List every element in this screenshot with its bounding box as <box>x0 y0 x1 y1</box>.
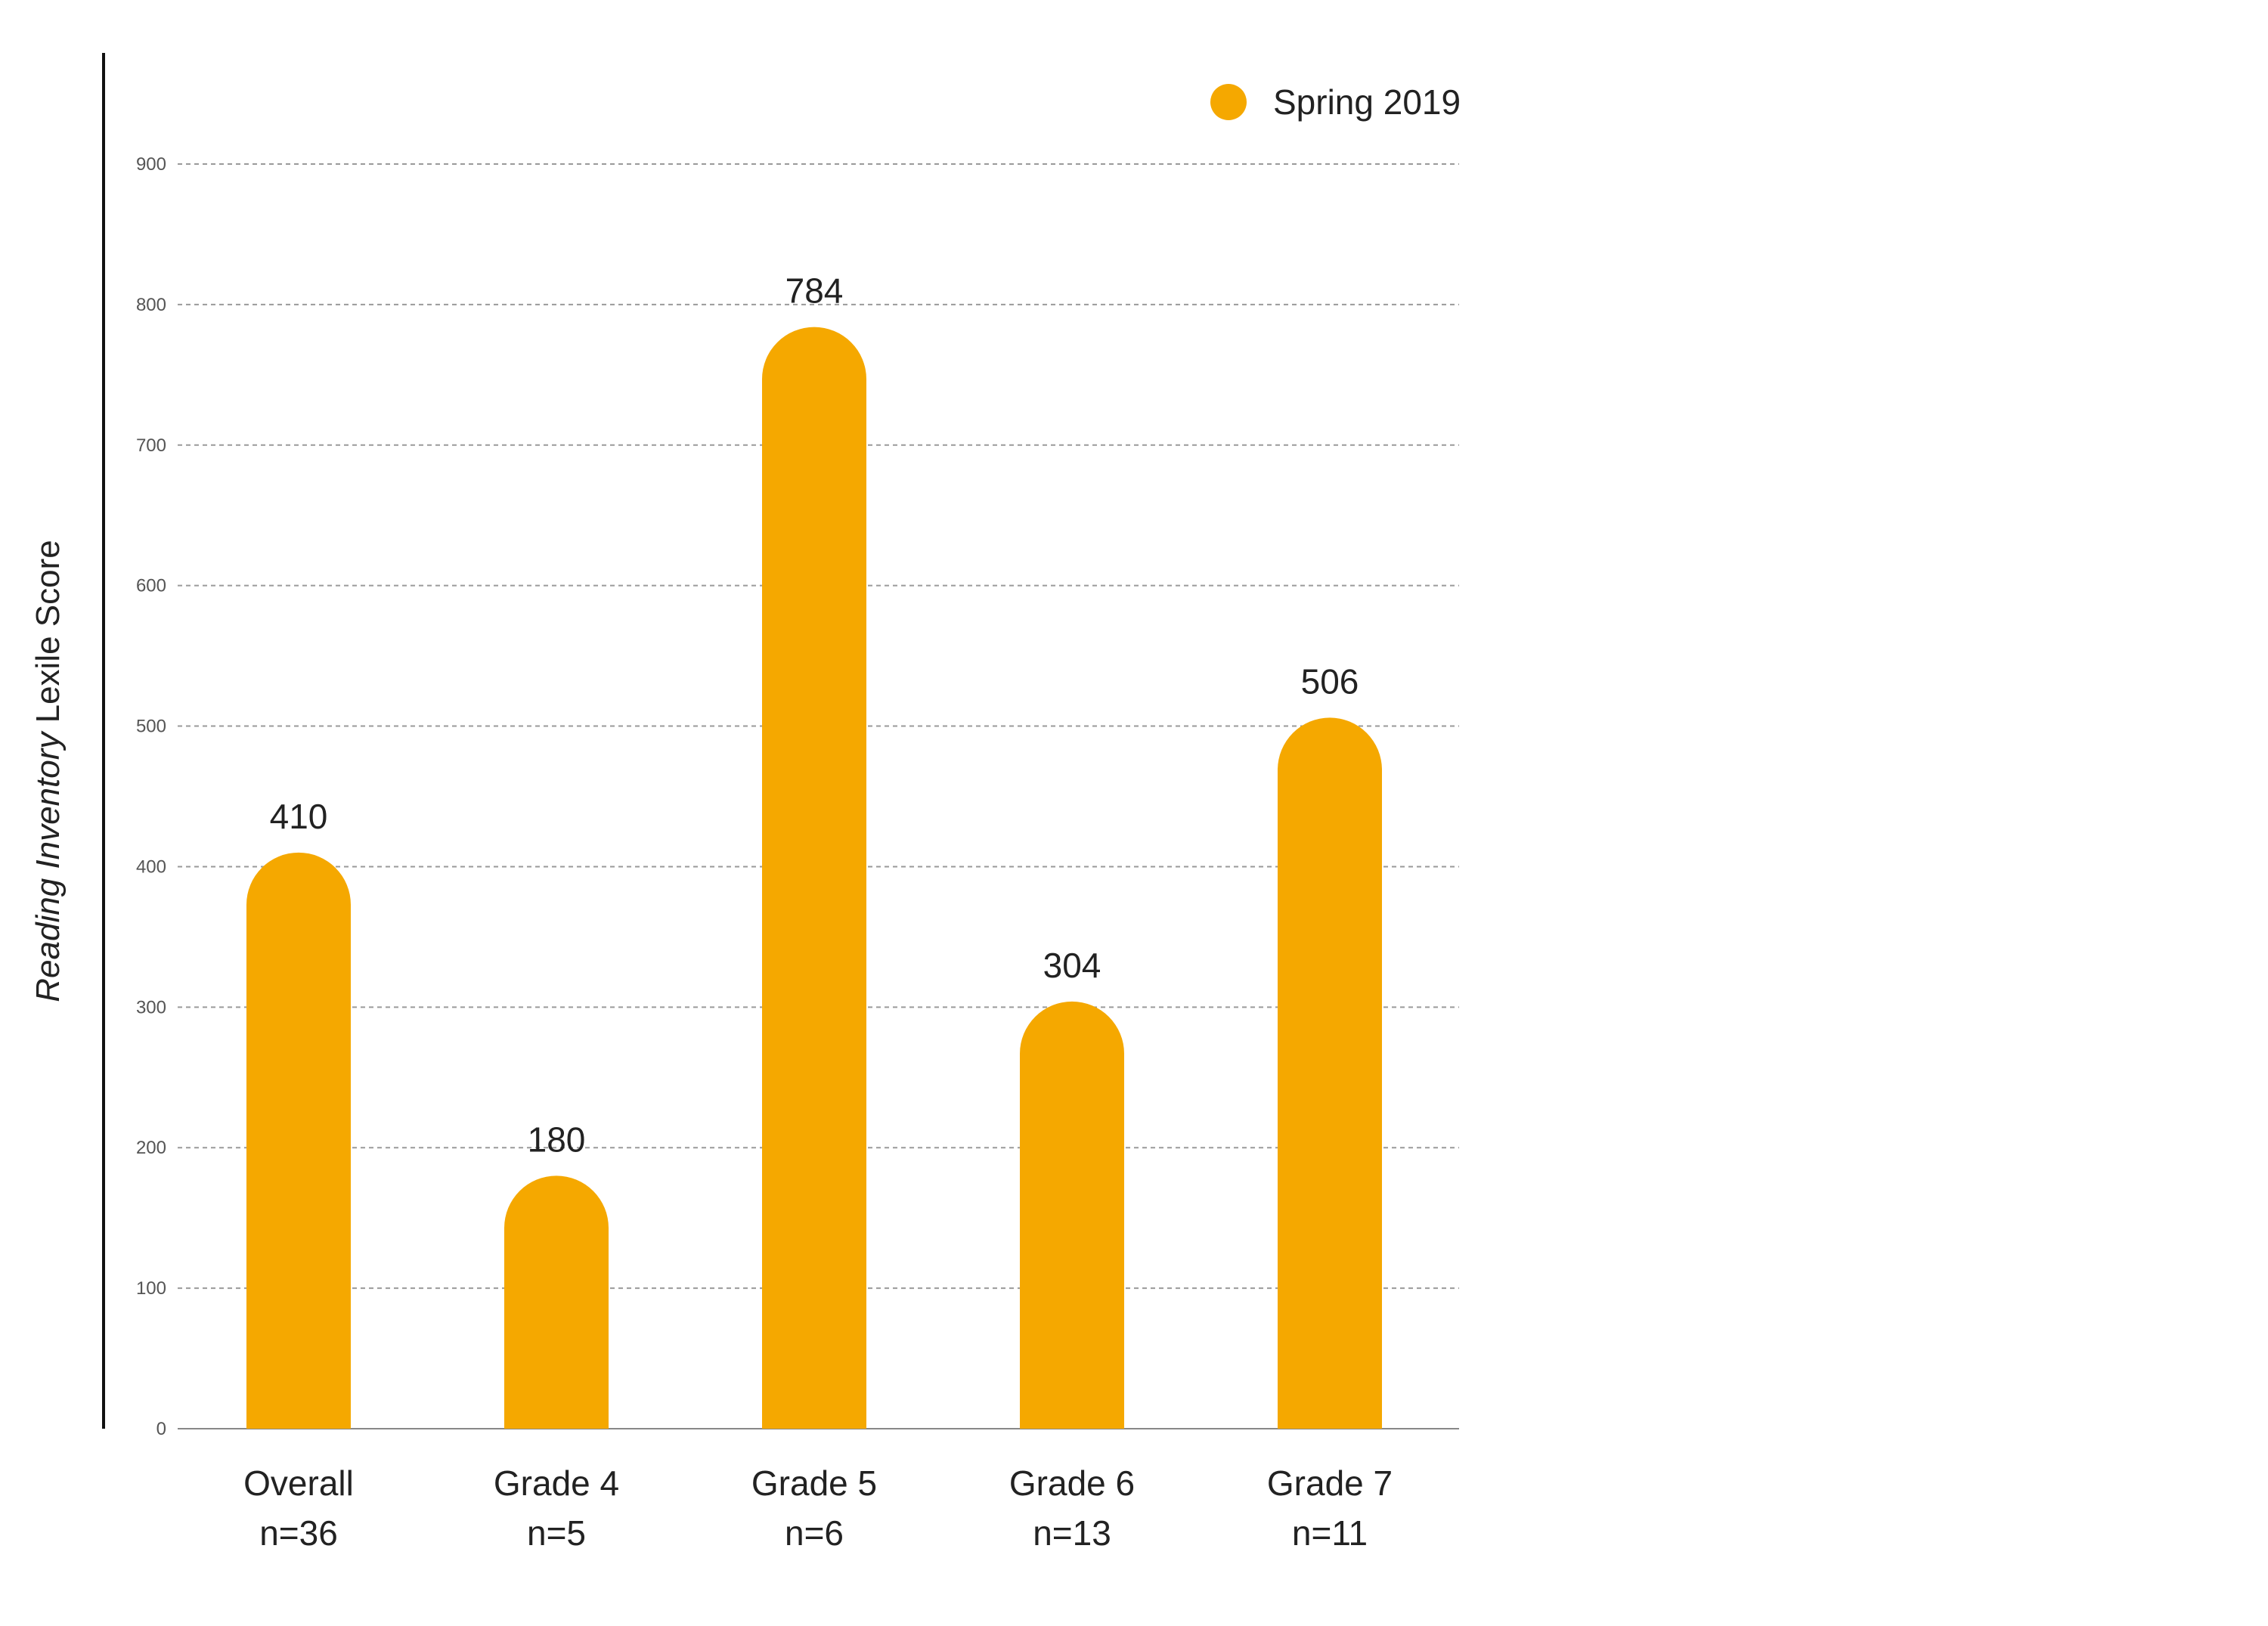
data-label: 506 <box>1301 661 1359 701</box>
y-axis-title-rest: Lexile Score <box>29 540 67 732</box>
data-label: 304 <box>1043 946 1101 985</box>
x-tick-sublabel: n=6 <box>785 1513 844 1553</box>
legend-label: Spring 2019 <box>1273 82 1461 122</box>
y-axis-title-italic: Reading Inventory <box>29 730 67 1002</box>
y-tick-label: 200 <box>136 1138 166 1158</box>
y-tick-label: 900 <box>136 154 166 175</box>
bar <box>1278 717 1382 1429</box>
y-axis-title: Reading Inventory Lexile Score <box>29 540 67 1002</box>
x-tick-sublabel: n=36 <box>259 1513 338 1553</box>
legend: Spring 2019 <box>1210 82 1461 122</box>
y-tick-label: 300 <box>136 997 166 1017</box>
bar <box>762 327 866 1429</box>
bar <box>1020 1001 1124 1429</box>
x-tick-sublabel: n=5 <box>527 1513 586 1553</box>
data-label: 784 <box>785 271 844 311</box>
y-tick-label: 800 <box>136 295 166 315</box>
y-tick-label: 0 <box>156 1419 166 1439</box>
y-tick-label: 500 <box>136 717 166 737</box>
bars <box>246 327 1382 1429</box>
bar <box>504 1175 609 1429</box>
x-tick-sublabel: n=13 <box>1033 1513 1111 1553</box>
y-tick-label: 400 <box>136 856 166 877</box>
x-tick-label: Overall <box>243 1463 354 1503</box>
data-label: 410 <box>270 797 328 836</box>
y-tick-label: 100 <box>136 1278 166 1299</box>
x-tick-label: Grade 4 <box>494 1463 619 1503</box>
bar <box>246 852 351 1429</box>
legend-marker <box>1210 84 1247 120</box>
x-tick-label: Grade 6 <box>1009 1463 1135 1503</box>
y-tick-label: 700 <box>136 435 166 456</box>
y-tick-label: 600 <box>136 576 166 596</box>
x-tick-label: Grade 5 <box>751 1463 877 1503</box>
labels: 410 Overall n=36 180 Grade 4 n=5 784 Grade 5 n=6… <box>243 271 1393 1553</box>
data-label: 180 <box>528 1120 586 1159</box>
x-tick-sublabel: n=11 <box>1292 1513 1368 1553</box>
x-tick-label: Grade 7 <box>1267 1463 1393 1503</box>
